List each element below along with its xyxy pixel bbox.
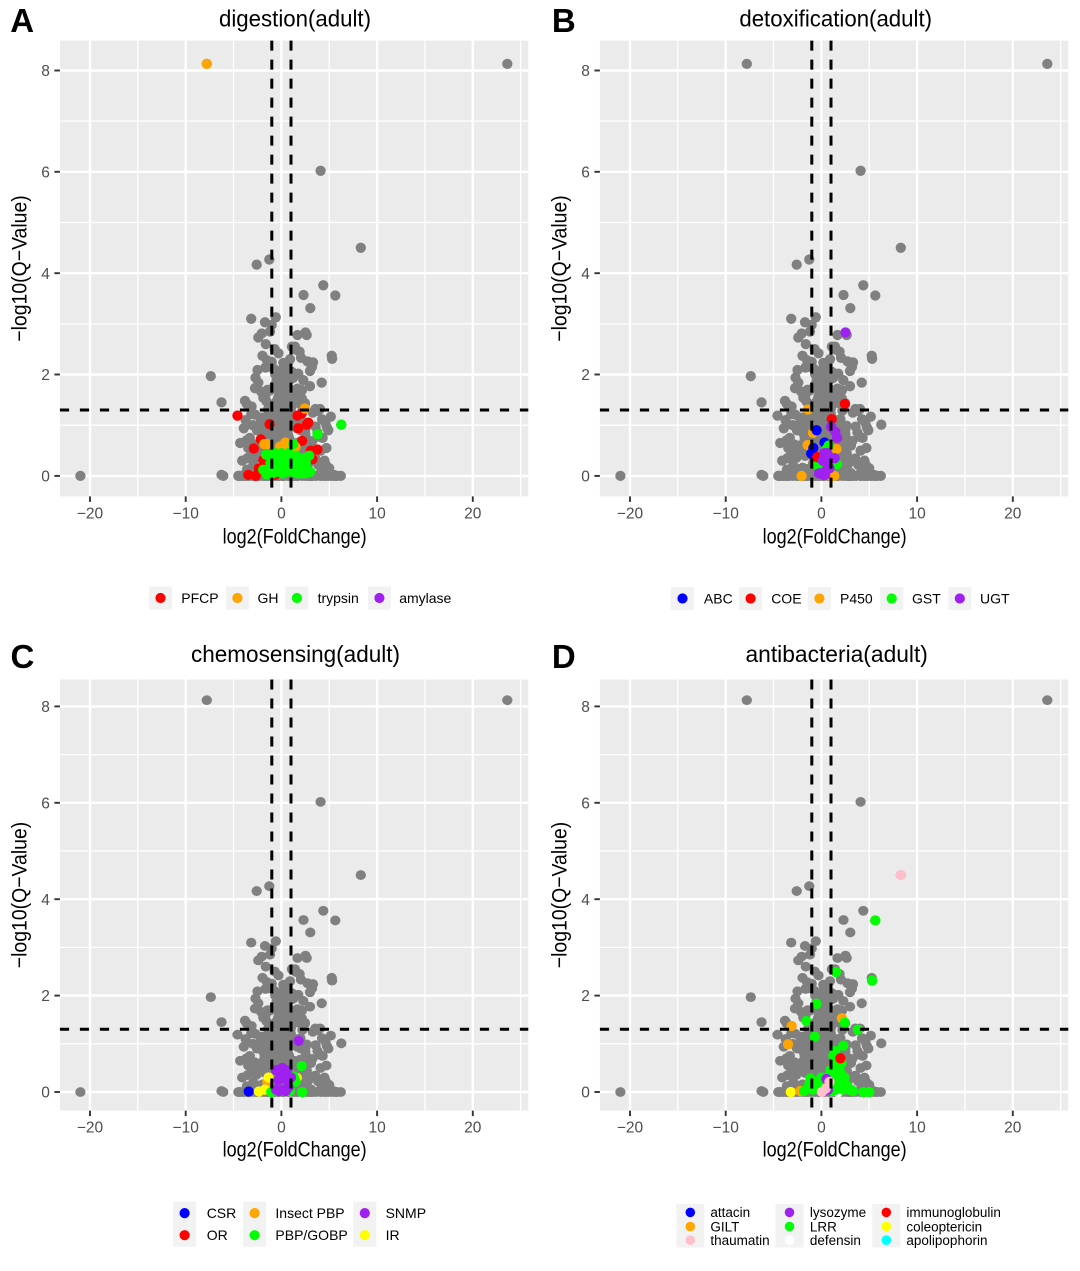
svg-text:0: 0 [277, 1120, 286, 1137]
svg-text:2: 2 [581, 988, 590, 1005]
svg-text:P450: P450 [840, 591, 873, 607]
svg-text:10: 10 [368, 1120, 386, 1137]
svg-text:GH: GH [258, 590, 279, 606]
svg-text:6: 6 [581, 164, 590, 181]
svg-text:4: 4 [581, 892, 590, 909]
svg-text:thaumatin: thaumatin [710, 1233, 769, 1248]
svg-text:defensin: defensin [810, 1233, 861, 1248]
svg-text:Insect PBP: Insect PBP [275, 1205, 344, 1221]
svg-text:attacin: attacin [710, 1205, 750, 1220]
svg-text:coleoptericin: coleoptericin [906, 1219, 982, 1234]
svg-text:immunoglobulin: immunoglobulin [906, 1205, 1001, 1220]
svg-text:C: C [11, 638, 35, 675]
svg-text:lysozyme: lysozyme [810, 1205, 866, 1220]
svg-text:chemosensing(adult): chemosensing(adult) [191, 641, 400, 667]
svg-text:10: 10 [368, 505, 386, 522]
svg-text:B: B [552, 2, 576, 39]
svg-text:OR: OR [207, 1227, 228, 1243]
svg-text:−log10(Q−Value): −log10(Q−Value) [8, 822, 32, 969]
svg-text:0: 0 [277, 505, 286, 522]
svg-text:20: 20 [1004, 1120, 1022, 1137]
svg-text:log2(FoldChange): log2(FoldChange) [763, 1137, 907, 1161]
svg-text:PFCP: PFCP [181, 590, 218, 606]
svg-text:2: 2 [41, 988, 50, 1005]
svg-text:20: 20 [464, 505, 482, 522]
svg-text:0: 0 [817, 505, 826, 522]
svg-text:GILT: GILT [710, 1219, 739, 1234]
svg-text:digestion(adult): digestion(adult) [219, 6, 371, 32]
svg-text:2: 2 [41, 367, 50, 384]
svg-text:CSR: CSR [207, 1205, 237, 1221]
svg-text:COE: COE [771, 591, 801, 607]
svg-text:D: D [552, 638, 576, 675]
svg-text:−10: −10 [173, 1120, 200, 1137]
svg-text:6: 6 [41, 795, 50, 812]
svg-text:0: 0 [41, 469, 50, 486]
svg-text:0: 0 [817, 1120, 826, 1137]
svg-text:−20: −20 [617, 505, 644, 522]
svg-text:log2(FoldChange): log2(FoldChange) [223, 524, 367, 548]
svg-text:−20: −20 [77, 505, 104, 522]
svg-text:−10: −10 [713, 1120, 740, 1137]
svg-text:−10: −10 [173, 505, 200, 522]
svg-text:4: 4 [581, 266, 590, 283]
svg-text:−log10(Q−Value): −log10(Q−Value) [8, 195, 32, 342]
svg-text:−log10(Q−Value): −log10(Q−Value) [548, 822, 572, 969]
svg-text:IR: IR [386, 1227, 400, 1243]
svg-text:4: 4 [41, 266, 50, 283]
svg-text:amylase: amylase [399, 590, 451, 606]
svg-text:8: 8 [41, 63, 50, 80]
svg-text:8: 8 [581, 63, 590, 80]
svg-text:detoxification(adult): detoxification(adult) [739, 6, 932, 32]
svg-text:8: 8 [581, 699, 590, 716]
svg-text:A: A [10, 2, 34, 39]
svg-text:LRR: LRR [810, 1219, 837, 1234]
svg-text:apolipophorin: apolipophorin [906, 1233, 987, 1248]
svg-text:−log10(Q−Value): −log10(Q−Value) [548, 195, 572, 342]
svg-text:SNMP: SNMP [386, 1205, 426, 1221]
svg-text:−20: −20 [617, 1120, 644, 1137]
svg-text:trypsin: trypsin [318, 590, 359, 606]
svg-text:PBP/GOBP: PBP/GOBP [275, 1227, 347, 1243]
svg-text:10: 10 [908, 1120, 926, 1137]
svg-text:antibacteria(adult): antibacteria(adult) [746, 641, 928, 667]
svg-text:0: 0 [581, 469, 590, 486]
svg-text:log2(FoldChange): log2(FoldChange) [223, 1137, 367, 1161]
svg-text:−20: −20 [77, 1120, 104, 1137]
svg-text:6: 6 [41, 164, 50, 181]
svg-text:2: 2 [581, 367, 590, 384]
svg-text:20: 20 [1004, 505, 1022, 522]
svg-text:ABC: ABC [704, 591, 733, 607]
svg-text:10: 10 [908, 505, 926, 522]
svg-text:GST: GST [912, 591, 941, 607]
svg-text:20: 20 [464, 1120, 482, 1137]
svg-text:6: 6 [581, 795, 590, 812]
svg-text:8: 8 [41, 699, 50, 716]
svg-text:log2(FoldChange): log2(FoldChange) [763, 524, 907, 548]
svg-text:0: 0 [41, 1085, 50, 1102]
svg-text:−10: −10 [713, 505, 740, 522]
svg-text:0: 0 [581, 1085, 590, 1102]
svg-text:UGT: UGT [980, 591, 1010, 607]
svg-text:4: 4 [41, 892, 50, 909]
